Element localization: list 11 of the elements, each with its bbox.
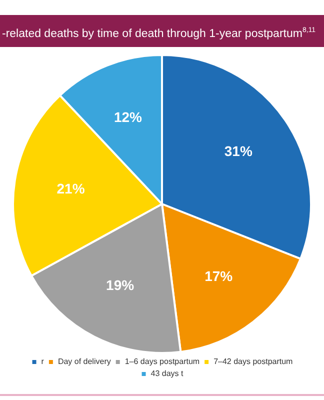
legend-label: 1–6 days postpartum <box>124 357 200 366</box>
legend-label: 43 days t <box>150 369 184 378</box>
chart-title: -related deaths by time of death through 1-year postpartum$^{8,11}$ <box>0 15 324 47</box>
legend-label: 7–42 days postpartum <box>214 357 294 366</box>
data-label: 31% <box>224 142 253 159</box>
data-label: 21% <box>56 180 86 196</box>
data-label: 19% <box>106 277 135 294</box>
data-label: 12% <box>114 108 143 125</box>
legend-label: r <box>41 357 44 366</box>
legend-label: Day of delivery <box>58 357 111 366</box>
data-label: 17% <box>204 268 234 284</box>
